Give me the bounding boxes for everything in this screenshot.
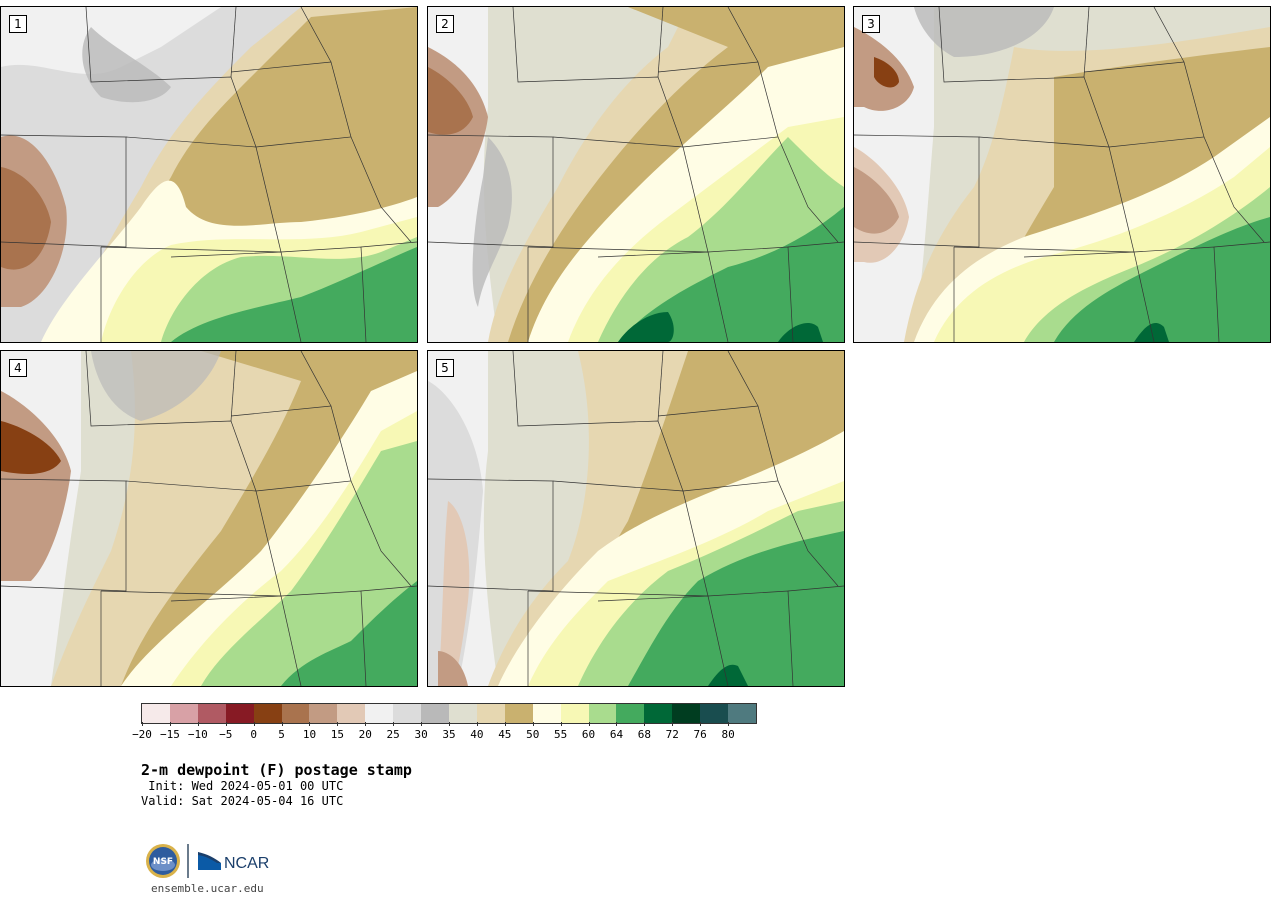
dewpoint-map-5 <box>428 351 844 686</box>
nsf-logo-icon: NSF <box>146 844 180 878</box>
colorbar-tick-label: −15 <box>159 728 180 741</box>
colorbar-swatch-13 <box>504 704 533 723</box>
colorbar-swatch-17 <box>616 704 645 723</box>
colorbar-tick-mark <box>616 722 618 726</box>
panel-number-label: 4 <box>9 359 27 377</box>
colorbar-swatch-9 <box>393 704 422 723</box>
colorbar-swatch-6 <box>309 704 338 723</box>
colorbar-tick-label: −5 <box>219 728 233 741</box>
site-url-text: ensemble.ucar.edu <box>151 882 264 895</box>
colorbar-tick-mark <box>644 722 646 726</box>
valid-time-text: Valid: Sat 2024-05-04 16 UTC <box>141 794 344 808</box>
colorbar-tick-mark <box>476 722 478 726</box>
colorbar-tick-label: 40 <box>470 728 484 741</box>
colorbar-swatch-7 <box>337 704 366 723</box>
colorbar-swatch-5 <box>281 704 310 723</box>
colorbar-tick-mark <box>532 722 534 726</box>
colorbar-swatch-21 <box>728 704 756 723</box>
map-panel-5: 5 <box>427 350 845 687</box>
colorbar-tick-label: 55 <box>554 728 568 741</box>
nsf-logo-text: NSF <box>153 857 173 867</box>
colorbar-tick-mark <box>142 722 143 726</box>
colorbar-swatch-3 <box>225 704 254 723</box>
colorbar-swatch-0 <box>142 704 170 723</box>
colorbar-tick-label: 80 <box>721 728 735 741</box>
colorbar-tick-label: 50 <box>526 728 540 741</box>
colorbar-tick-label: −20 <box>132 728 152 741</box>
colorbar-tick-mark <box>169 722 171 726</box>
colorbar-tick-label: 30 <box>414 728 428 741</box>
panel-number-label: 3 <box>862 15 880 33</box>
colorbar-tick-mark <box>700 722 702 726</box>
colorbar-tick-label: 35 <box>442 728 456 741</box>
logo-divider <box>187 844 189 878</box>
colorbar-swatch-14 <box>532 704 561 723</box>
colorbar-tick-mark <box>449 722 450 726</box>
colorbar-tick-mark <box>281 722 283 726</box>
colorbar-tick-mark <box>309 722 311 726</box>
ncar-logo-text: NCAR <box>224 855 269 872</box>
map-panel-3: 3 <box>853 6 1271 343</box>
colorbar-tick-mark <box>588 722 590 726</box>
colorbar-tick-label: 15 <box>330 728 344 741</box>
colorbar-tick-label: −10 <box>187 728 208 741</box>
colorbar-swatch-20 <box>700 704 729 723</box>
init-time-text: Init: Wed 2024-05-01 00 UTC <box>141 779 344 793</box>
colorbar-tick-label: 60 <box>581 728 596 741</box>
colorbar-tick-label: 64 <box>609 728 624 741</box>
colorbar-tick-mark <box>393 722 395 726</box>
colorbar-tick-mark <box>421 722 423 726</box>
colorbar-tick-mark <box>197 722 199 726</box>
panel-number-label: 5 <box>436 359 454 377</box>
colorbar-tick-mark <box>365 722 367 726</box>
colorbar-swatch-11 <box>448 704 477 723</box>
colorbar-tick-mark <box>225 722 227 726</box>
dewpoint-map-4 <box>1 351 417 686</box>
dewpoint-colorbar <box>141 703 757 724</box>
colorbar-swatch-15 <box>560 704 589 723</box>
map-panel-1: 1 <box>0 6 418 343</box>
colorbar-tick-mark <box>253 722 255 726</box>
colorbar-tick-label: 45 <box>498 728 512 741</box>
map-panel-4: 4 <box>0 350 418 687</box>
colorbar-tick-label: 72 <box>665 728 679 741</box>
ncar-logo-icon: NCAR <box>198 852 269 872</box>
colorbar-swatch-12 <box>476 704 505 723</box>
colorbar-tick-mark <box>504 722 506 726</box>
colorbar-tick-label: 68 <box>637 728 651 741</box>
colorbar-tick-mark <box>337 722 339 726</box>
figure-title: 2-m dewpoint (F) postage stamp <box>141 761 412 779</box>
map-panel-2: 2 <box>427 6 845 343</box>
colorbar-swatch-8 <box>365 704 394 723</box>
colorbar-tick-mark <box>560 722 562 726</box>
dewpoint-map-2 <box>428 7 844 342</box>
colorbar-tick-label: 5 <box>278 728 285 741</box>
colorbar-tick-label: 0 <box>250 728 257 741</box>
colorbar-swatch-18 <box>644 704 673 723</box>
colorbar-tick-mark <box>728 722 730 726</box>
colorbar-tick-mark <box>672 722 674 726</box>
colorbar-swatch-10 <box>421 704 449 723</box>
colorbar-tick-label: 25 <box>386 728 400 741</box>
colorbar-swatch-19 <box>672 704 701 723</box>
colorbar-tick-label: 10 <box>302 728 317 741</box>
dewpoint-map-1 <box>1 7 417 342</box>
colorbar-swatch-16 <box>588 704 617 723</box>
panel-number-label: 1 <box>9 15 27 33</box>
colorbar-tick-label: 76 <box>693 728 707 741</box>
colorbar-swatch-4 <box>253 704 282 723</box>
panel-number-label: 2 <box>436 15 454 33</box>
colorbar-swatch-1 <box>169 704 198 723</box>
colorbar-swatch-2 <box>197 704 226 723</box>
dewpoint-map-3 <box>854 7 1270 342</box>
colorbar-tick-label: 20 <box>358 728 372 741</box>
